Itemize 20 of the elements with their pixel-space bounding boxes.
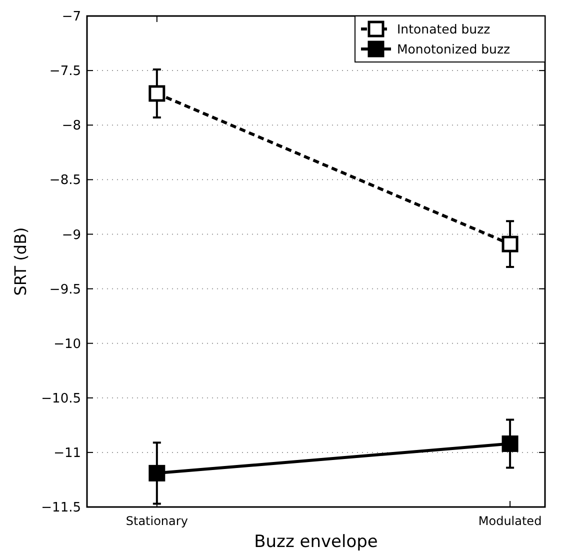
point (148, 464, 166, 482)
y-axis-title: SRT (dB) (11, 227, 30, 296)
x-axis-title: Buzz envelope (254, 532, 378, 552)
x-tick-label: Modulated (478, 514, 542, 528)
y-tick-label: −8.5 (49, 173, 81, 188)
y-tick-label: −10 (54, 336, 81, 352)
y-tick-label: −8 (62, 118, 81, 134)
y-tick-label: −7.5 (49, 64, 81, 80)
y-tick-label: −10.5 (41, 391, 81, 406)
legend-label: Monotonized buzz (397, 41, 511, 56)
y-tick-label: −7 (62, 10, 81, 25)
y-tick-label: −11 (54, 446, 81, 461)
legend-label: Intonated buzz (397, 21, 491, 36)
point (148, 85, 166, 102)
y-tick-label: −9 (62, 228, 81, 243)
x-tick-label: Stationary (126, 514, 188, 528)
y-tick-label: −11.5 (41, 500, 81, 516)
point (502, 435, 518, 452)
y-tick-label: −9.5 (49, 282, 81, 298)
point (502, 236, 518, 252)
